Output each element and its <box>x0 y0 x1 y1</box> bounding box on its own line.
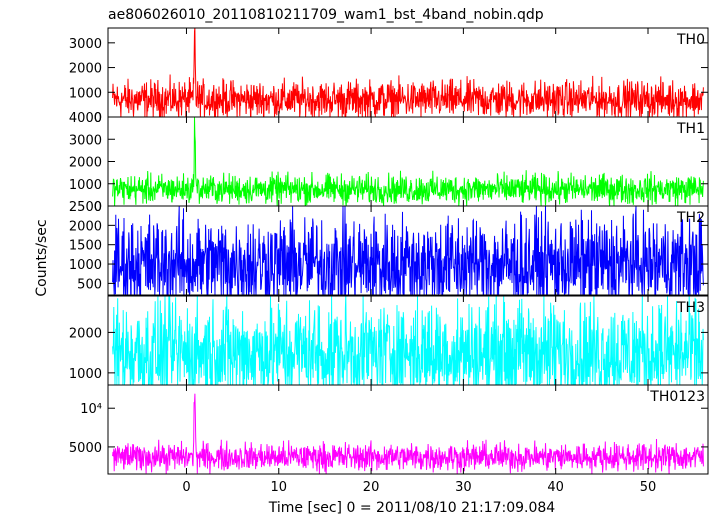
panel-th3: 1000 2000 TH3 <box>69 295 709 386</box>
x-tick-label: 50 <box>640 480 657 495</box>
y-tick-label: 0 <box>94 200 102 215</box>
y-tick-label: 0 <box>94 111 102 126</box>
panel-frame <box>107 384 709 475</box>
series-line-th2 <box>112 206 704 295</box>
x-tick-label: 20 <box>363 480 380 495</box>
panel-th1: 0 1000 2000 3000 4000 TH1 <box>69 111 709 215</box>
y-tick-label: 500 <box>77 277 102 292</box>
y-tick-label: 1500 <box>69 239 102 254</box>
panel-label: TH3 <box>676 300 705 316</box>
y-tick-label: 2000 <box>69 62 102 77</box>
series-line-th0 <box>112 28 704 117</box>
x-axis-label: Time [sec] 0 = 2011/08/10 21:17:09.084 <box>268 500 556 516</box>
x-tick-label: 30 <box>455 480 472 495</box>
y-tick-label: 1000 <box>69 86 102 101</box>
series-line-th0123 <box>112 393 704 474</box>
panel-th2: 500 1000 1500 2000 2500 TH2 <box>69 200 709 296</box>
panel-label: TH0123 <box>649 389 705 405</box>
y-tick-label: 3000 <box>69 133 102 148</box>
chart-title: ae806026010_20110810211709_wam1_bst_4ban… <box>108 7 544 23</box>
panel-th0123: 5000 10⁴ TH0123 <box>69 384 709 475</box>
panels: 0 1000 2000 3000 TH0 0 1000 2000 3000 4000 TH1 500 1… <box>69 27 709 475</box>
panel-label: TH2 <box>676 210 705 226</box>
y-tick-label: 10⁴ <box>80 402 102 417</box>
panel-th0: 0 1000 2000 3000 TH0 <box>69 27 709 126</box>
x-tick-label: 40 <box>547 480 564 495</box>
x-axis: 0 10 20 30 40 50 <box>182 480 656 495</box>
y-tick-label: 2000 <box>69 219 102 234</box>
series-line-th3 <box>112 296 704 385</box>
y-tick-label: 1000 <box>69 258 102 273</box>
panel-frame <box>107 205 709 296</box>
y-tick-label: 2000 <box>69 156 102 171</box>
panel-label: TH0 <box>676 32 705 48</box>
y-tick-label: 1000 <box>69 178 102 193</box>
y-axis-label: Counts/sec <box>34 219 50 296</box>
y-tick-label: 2500 <box>69 200 102 215</box>
y-tick-label: 4000 <box>69 111 102 126</box>
panel-label: TH1 <box>676 121 705 137</box>
x-tick-label: 0 <box>182 480 190 495</box>
series-line-th1 <box>112 117 704 206</box>
x-tick-label: 10 <box>270 480 287 495</box>
y-tick-label: 3000 <box>69 37 102 52</box>
y-tick-label: 2000 <box>69 326 102 341</box>
y-tick-label: 5000 <box>69 441 102 456</box>
y-tick-label: 1000 <box>69 367 102 382</box>
